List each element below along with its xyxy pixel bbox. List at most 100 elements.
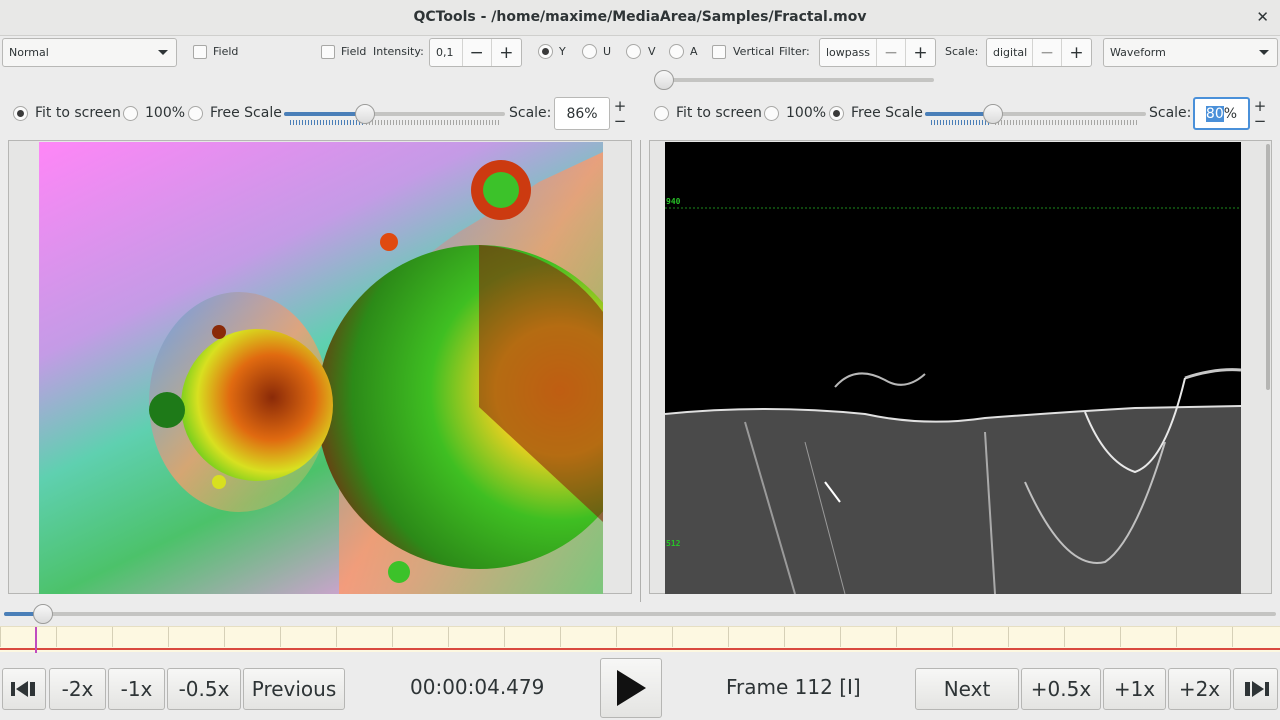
chevron-down-icon [158,50,168,55]
left-field-checkbox[interactable] [193,45,207,59]
right-field-checkbox[interactable] [321,45,335,59]
speed-plus-1x-button[interactable]: +1x [1103,668,1166,710]
waveform-scrollbar[interactable] [1266,144,1270,390]
right-mode-select[interactable]: Waveform [1103,38,1278,67]
channel-a-label: A [690,45,698,58]
channel-v-label: V [648,45,656,58]
left-scale-ticks-active [290,120,364,125]
step-forward-button[interactable] [1233,668,1278,710]
speed-plus-half-button[interactable]: +0.5x [1021,668,1101,710]
left-free-radio[interactable] [188,106,203,121]
waveform-scale-spinbox[interactable]: digital − + [986,38,1092,67]
left-100-radio[interactable] [123,106,138,121]
close-icon[interactable]: ✕ [1256,8,1269,26]
timecode-display: 00:00:04.479 [410,675,545,699]
timeline-cursor[interactable] [35,627,37,653]
left-scale-increase-button[interactable]: + [613,97,627,115]
right-fit-radio[interactable] [654,106,669,121]
left-scale-slider-track [284,112,505,116]
channel-u-radio[interactable] [582,44,597,59]
play-icon [617,670,646,706]
right-free-radio[interactable] [829,106,844,121]
right-scale-input[interactable]: 80% [1193,97,1250,130]
right-scale-value-selected: 80 [1205,105,1224,122]
intensity-decrease-button[interactable]: − [463,39,492,66]
channel-a-radio[interactable] [669,44,684,59]
left-mode-select[interactable]: Normal [2,38,177,67]
speed-minus-1x-button[interactable]: -1x [108,668,165,710]
intensity-increase-button[interactable]: + [499,42,514,63]
right-scale-label: Scale: [1149,105,1192,121]
left-scale-label: Scale: [509,105,552,121]
timeline-strip[interactable] [0,626,1280,653]
left-scale-slider-fill [284,112,365,116]
waveform-display [665,142,1241,594]
panel-separator[interactable] [640,140,641,602]
left-free-label: Free Scale [210,105,282,121]
left-scale-ticks [366,120,500,125]
intensity-value[interactable]: 0,1 [430,39,463,66]
next-button[interactable]: Next [915,668,1019,710]
position-slider-handle[interactable] [33,604,53,624]
title-bar: QCTools - /home/maxime/MediaArea/Samples… [0,0,1280,36]
previous-button[interactable]: Previous [243,668,345,710]
right-free-label: Free Scale [851,105,923,121]
channel-y-radio[interactable] [538,44,553,59]
play-button[interactable] [600,658,662,718]
filter-parameter-slider-handle[interactable] [654,70,674,90]
filter-parameter-slider-track[interactable] [660,78,934,82]
waveform-label-940: 940 [666,197,681,206]
speed-minus-2x-button[interactable]: -2x [49,668,106,710]
window-title: QCTools - /home/maxime/MediaArea/Samples… [413,9,867,25]
intensity-label: Intensity: [373,45,424,58]
left-scale-input[interactable]: 86% [554,97,610,130]
waveform-scale-label: Scale: [945,45,979,58]
filter-next-button[interactable]: + [913,42,928,63]
right-scale-increase-button[interactable]: + [1253,97,1267,115]
vertical-label: Vertical [733,45,775,58]
right-scale-value-unit: % [1223,105,1238,122]
channel-v-radio[interactable] [626,44,641,59]
intensity-spinbox[interactable]: 0,1 − + [429,38,522,67]
filter-spinbox[interactable]: lowpass − + [819,38,936,67]
right-field-label: Field [341,45,367,58]
left-scale-decrease-button[interactable]: − [613,112,627,130]
timeline-grid [0,627,1280,647]
left-field-label: Field [213,45,239,58]
speed-plus-2x-button[interactable]: +2x [1168,668,1231,710]
channel-y-label: Y [559,45,566,58]
step-forward-icon [1244,681,1269,697]
vertical-checkbox[interactable] [712,45,726,59]
right-scale-ticks-active [931,120,991,125]
waveform-scale-previous-button[interactable]: − [1033,39,1063,66]
right-scale-slider-fill [925,112,993,116]
waveform-scale-next-button[interactable]: + [1069,42,1084,63]
left-fit-radio[interactable] [13,106,28,121]
waveform-label-512: 512 [666,539,681,548]
left-mode-value: Normal [9,46,49,59]
position-slider[interactable] [4,612,1276,616]
filter-value[interactable]: lowpass [820,39,877,66]
timeline-graph-line [0,648,1280,650]
left-video-panel [8,140,632,594]
waveform-scale-value[interactable]: digital [987,39,1033,66]
left-scale-slider-handle[interactable] [355,104,375,124]
speed-minus-half-button[interactable]: -0.5x [167,668,241,710]
position-slider-fill [4,612,42,616]
right-mode-value: Waveform [1110,46,1166,59]
right-scale-decrease-button[interactable]: − [1253,112,1267,130]
right-scale-ticks [995,120,1139,125]
step-back-icon [11,681,35,697]
right-waveform-panel: 940 512 [649,140,1272,594]
right-scale-slider-handle[interactable] [983,104,1003,124]
step-back-button[interactable] [2,668,46,710]
filter-previous-button[interactable]: − [877,39,906,66]
right-scale-slider[interactable] [925,112,1146,116]
right-100-radio[interactable] [764,106,779,121]
right-100-label: 100% [786,105,827,121]
left-fit-label: Fit to screen [35,105,121,121]
channel-u-label: U [603,45,612,58]
left-100-label: 100% [145,105,186,121]
left-scale-slider[interactable] [284,112,505,116]
frame-indicator: Frame 112 [I] [726,675,861,699]
